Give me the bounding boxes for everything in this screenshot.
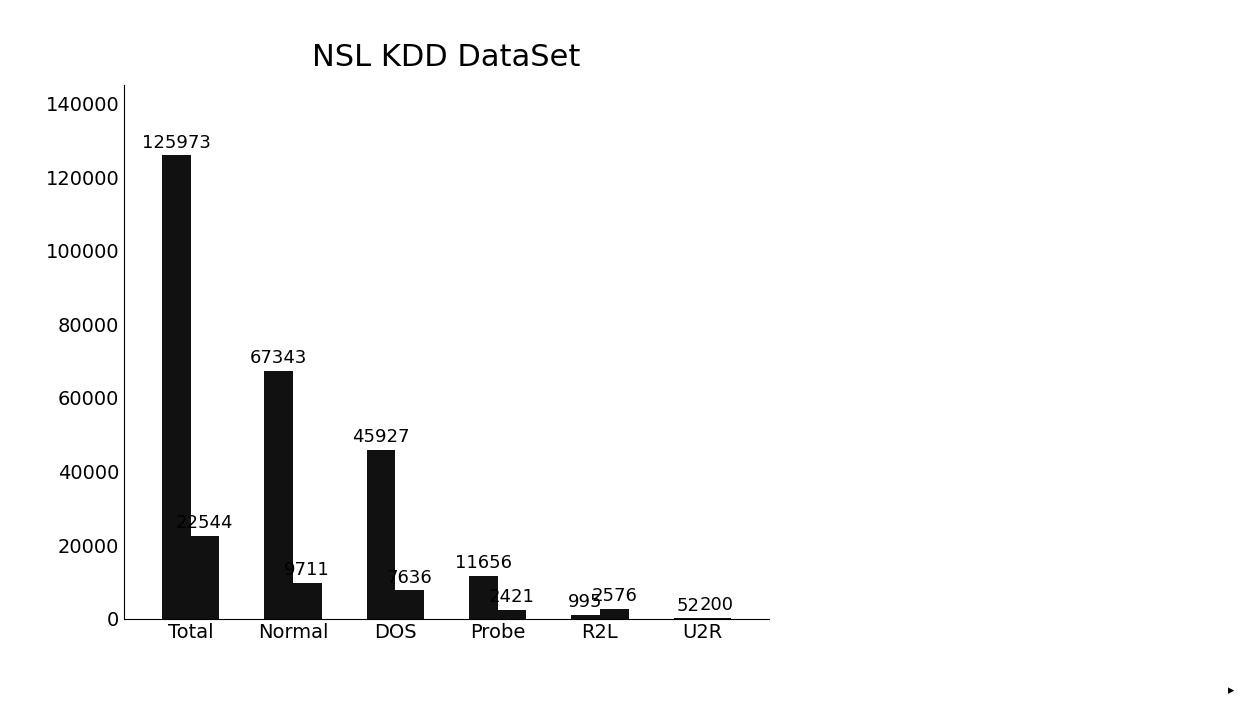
Bar xyxy=(293,583,321,619)
Bar xyxy=(396,591,424,619)
Bar xyxy=(572,615,600,619)
Text: 200: 200 xyxy=(699,596,734,614)
Bar xyxy=(600,609,629,619)
Bar xyxy=(191,535,219,619)
Text: 52: 52 xyxy=(677,597,699,615)
Text: ▸: ▸ xyxy=(1228,684,1234,697)
Bar xyxy=(497,609,526,619)
Bar xyxy=(702,618,730,619)
Text: 67343: 67343 xyxy=(249,349,308,368)
Text: 11656: 11656 xyxy=(455,554,512,572)
Text: 7636: 7636 xyxy=(387,569,433,587)
Text: 9711: 9711 xyxy=(284,561,330,579)
Text: 2576: 2576 xyxy=(591,587,637,606)
Text: 22544: 22544 xyxy=(176,514,233,532)
Title: NSL KDD DataSet: NSL KDD DataSet xyxy=(312,43,580,72)
Text: 995: 995 xyxy=(568,593,603,611)
Bar xyxy=(162,155,191,619)
Text: 2421: 2421 xyxy=(489,588,534,606)
Text: 45927: 45927 xyxy=(352,428,409,446)
Bar xyxy=(469,576,497,619)
Bar xyxy=(264,371,293,619)
Bar xyxy=(367,449,396,619)
Text: 125973: 125973 xyxy=(141,134,211,151)
